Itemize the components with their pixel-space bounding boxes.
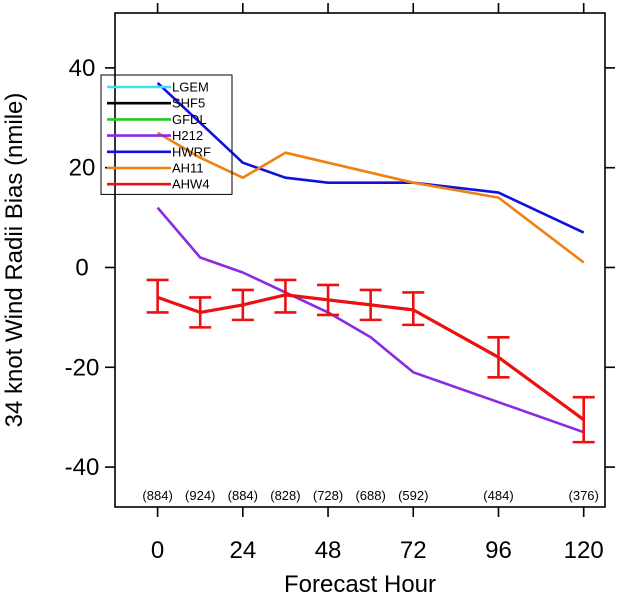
sample-size-label: (484) (483, 488, 513, 503)
sample-size-label: (688) (355, 488, 385, 503)
legend-label-gfdl: GFDL (172, 112, 207, 127)
legend-label-shf5: SHF5 (172, 96, 205, 111)
y-tick-label: 0 (75, 254, 88, 281)
series-line-ah11 (156, 131, 585, 264)
x-tick-label: 72 (400, 537, 427, 564)
sample-size-label: (592) (398, 488, 428, 503)
sample-size-label: (828) (270, 488, 300, 503)
y-tick-label: 40 (69, 55, 96, 82)
sample-size-labels: (884) (924) (884) (828) (728) (688) (592) (484)… (142, 488, 598, 503)
series-line-hwrf (156, 81, 585, 234)
legend-label-hwrf: HWRF (172, 144, 211, 159)
y-axis-title: 34 knot Wind Radii Bias (nmile) (1, 93, 28, 428)
plot-frame (114, 12, 606, 508)
legend-label-ahw4: AHW4 (172, 177, 210, 192)
x-axis: 0 24 48 72 96 120 (151, 3, 604, 564)
x-tick-label: 96 (485, 537, 512, 564)
legend-label-h212: H212 (172, 128, 203, 143)
x-tick-label: 0 (151, 537, 164, 564)
x-tick-label: 24 (229, 537, 256, 564)
legend-label-lgem: LGEM (172, 80, 209, 95)
y-tick-label: -40 (65, 454, 100, 481)
y-tick-label: -20 (65, 354, 100, 381)
sample-size-label: (728) (313, 488, 343, 503)
legend-box (100, 74, 233, 195)
y-tick-label: 20 (69, 155, 96, 182)
legend-label-ah11: AH11 (172, 161, 204, 176)
y-axis: -40 -20 0 20 40 (65, 55, 615, 481)
sample-size-label: (884) (142, 488, 172, 503)
sample-size-label: (376) (569, 488, 599, 503)
x-axis-title: Forecast Hour (284, 571, 436, 598)
sample-size-label: (884) (228, 488, 258, 503)
x-tick-label: 120 (564, 537, 604, 564)
sample-size-label: (924) (185, 488, 215, 503)
series-lines (146, 81, 595, 444)
x-tick-label: 48 (315, 537, 342, 564)
